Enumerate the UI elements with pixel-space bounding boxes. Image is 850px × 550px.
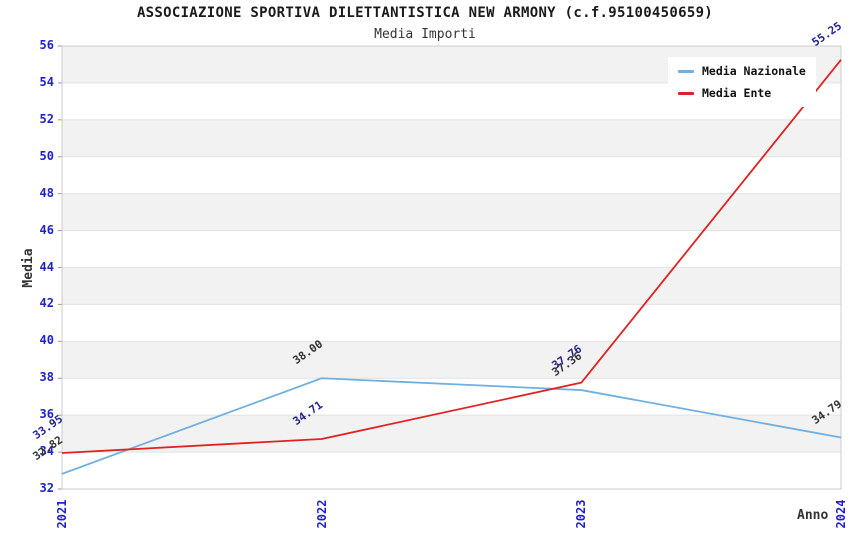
chart-title: ASSOCIAZIONE SPORTIVA DILETTANTISTICA NE… xyxy=(136,5,714,21)
plot-band xyxy=(62,267,841,305)
legend: Media Nazionale Media Ente xyxy=(668,57,816,107)
series-line-media-nazionale xyxy=(61,377,842,475)
plot-band xyxy=(62,119,841,157)
legend-label-media-nazionale: Media Nazionale xyxy=(702,64,806,78)
plot-band xyxy=(62,452,841,489)
legend-swatch-media-ente-line-icon xyxy=(678,91,694,95)
plot-band xyxy=(62,304,841,342)
plot-border xyxy=(61,45,842,490)
plot-band xyxy=(62,193,841,231)
plot-band xyxy=(62,156,841,194)
x-axis-title: Anno xyxy=(797,508,829,523)
legend-item-media-ente: Media Ente xyxy=(678,85,806,101)
legend-swatch-media-nazionale-line-icon xyxy=(678,69,694,73)
legend-label-media-ente: Media Ente xyxy=(702,86,772,100)
plot-band xyxy=(62,341,841,379)
legend-item-media-nazionale: Media Nazionale xyxy=(678,63,806,79)
series-line-media-ente xyxy=(61,59,842,454)
plot-band xyxy=(62,230,841,268)
chart-subtitle: Media Importi xyxy=(374,27,476,42)
